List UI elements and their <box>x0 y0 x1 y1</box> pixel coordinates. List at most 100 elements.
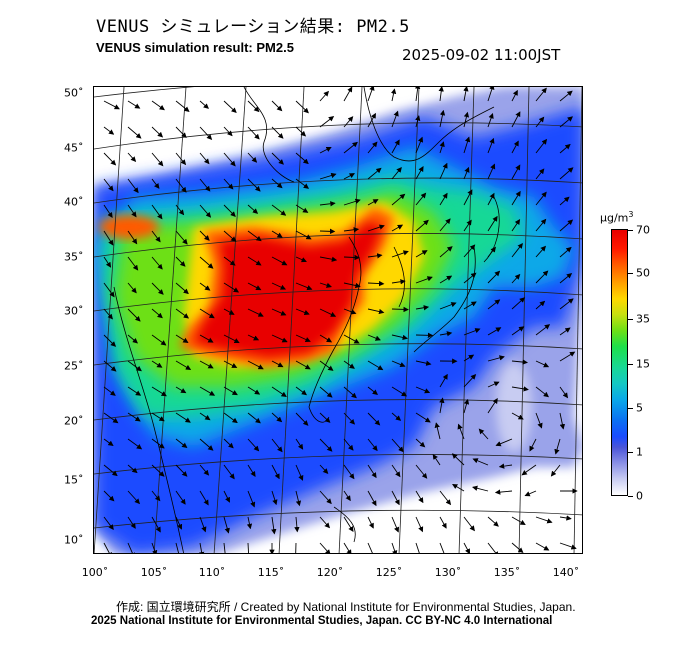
longitude-tick-label: 120˚ <box>316 566 344 579</box>
wind-arrow <box>175 412 191 423</box>
wind-arrow <box>535 516 553 524</box>
wind-arrow <box>199 490 209 506</box>
wind-arrow <box>271 516 277 535</box>
wind-arrow <box>295 100 309 114</box>
wind-arrow <box>271 308 287 316</box>
wind-arrow <box>199 516 207 533</box>
wind-arrow <box>415 136 424 154</box>
wind-arrow <box>487 516 499 527</box>
wind-arrow <box>463 542 471 553</box>
wind-arrow <box>151 516 161 533</box>
wind-arrow <box>511 542 524 553</box>
wind-arrow <box>319 516 330 529</box>
wind-arrow <box>343 87 353 102</box>
wind-arrow <box>247 308 264 317</box>
longitude-tick-label: 140˚ <box>552 566 580 579</box>
wind-arrow <box>175 334 189 343</box>
latitude-tick-label: 20˚ <box>64 414 84 428</box>
wind-arrow <box>127 438 143 450</box>
wind-arrow <box>199 360 214 369</box>
wind-arrow <box>175 308 190 319</box>
wind-arrow <box>103 204 113 218</box>
colorbar-tick-label: 15 <box>636 357 650 371</box>
copyright-line: 2025 National Institute for Environmenta… <box>91 615 553 627</box>
wind-arrow <box>223 360 238 368</box>
wind-arrow <box>247 100 260 113</box>
wind-arrow <box>439 331 453 337</box>
wind-arrow <box>223 412 238 424</box>
wind-arrow <box>559 386 569 399</box>
wind-arrow <box>319 256 338 262</box>
wind-arrow <box>463 516 475 532</box>
wind-arrow <box>151 360 163 368</box>
wind-arrow <box>439 275 453 284</box>
wind-arrow <box>127 230 138 245</box>
wind-arrow <box>199 438 214 451</box>
wind-arrow <box>367 334 381 341</box>
wind-arrow <box>559 351 576 362</box>
wind-arrow <box>223 204 236 217</box>
pm25-map <box>93 86 583 554</box>
wind-arrow <box>487 398 498 414</box>
wind-arrow <box>524 490 537 497</box>
wind-arrow <box>415 412 431 423</box>
wind-arrow <box>151 204 163 220</box>
wind-arrow <box>175 178 187 193</box>
wind-arrow <box>175 516 183 530</box>
wind-arrow <box>367 308 385 315</box>
latitude-tick-label: 50˚ <box>64 86 84 100</box>
wind-arrow <box>511 326 525 336</box>
wind-arrow <box>535 218 547 232</box>
wind-arrow <box>103 126 115 135</box>
wind-arrow <box>535 168 545 180</box>
wind-vector-arrows <box>103 87 578 553</box>
wind-arrow <box>415 438 426 448</box>
wind-arrow <box>103 542 112 553</box>
wind-arrow <box>175 100 190 112</box>
wind-arrow <box>463 374 477 388</box>
wind-arrow <box>175 542 180 553</box>
wind-arrow <box>223 230 237 242</box>
wind-arrow <box>103 100 120 110</box>
wind-arrow <box>367 438 378 452</box>
colorbar-tick-mark <box>628 319 633 320</box>
colorbar-tick-label: 0 <box>636 489 643 503</box>
wind-arrow <box>439 542 447 553</box>
wind-arrow <box>199 100 209 109</box>
colorbar-unit: µg/m3 <box>600 210 634 225</box>
wind-arrow <box>319 282 332 288</box>
wind-arrow <box>127 256 139 271</box>
wind-arrow <box>271 464 280 480</box>
wind-arrow <box>343 116 354 128</box>
wind-arrow <box>343 464 355 480</box>
wind-arrow <box>438 87 444 102</box>
wind-arrow <box>295 230 312 240</box>
wind-arrow <box>343 141 358 154</box>
wind-arrow <box>247 438 260 452</box>
wind-arrow <box>175 204 185 216</box>
colorbar-tick-label: 50 <box>636 266 650 280</box>
wind-arrow <box>463 219 472 232</box>
wind-arrow <box>223 516 230 534</box>
wind-arrow <box>294 516 300 533</box>
colorbar-unit-base: µg/m <box>600 211 629 225</box>
wind-arrow <box>199 464 210 476</box>
wind-arrow <box>199 412 211 421</box>
wind-arrow <box>559 196 570 206</box>
wind-arrow <box>223 152 236 167</box>
wind-arrow <box>511 273 521 284</box>
latitude-tick-label: 35˚ <box>64 250 84 264</box>
wind-arrow <box>319 116 335 128</box>
wind-arrow <box>367 87 375 102</box>
wind-arrow <box>463 398 470 414</box>
wind-arrow <box>103 152 117 166</box>
wind-arrow <box>247 542 249 553</box>
wind-arrow <box>343 386 357 399</box>
coastlines <box>113 87 500 553</box>
wind-arrow <box>415 166 424 180</box>
wind-arrow <box>319 146 332 154</box>
wind-arrow <box>439 373 448 388</box>
wind-arrow <box>487 137 495 154</box>
wind-arrow <box>559 542 577 550</box>
wind-arrow <box>463 111 470 128</box>
